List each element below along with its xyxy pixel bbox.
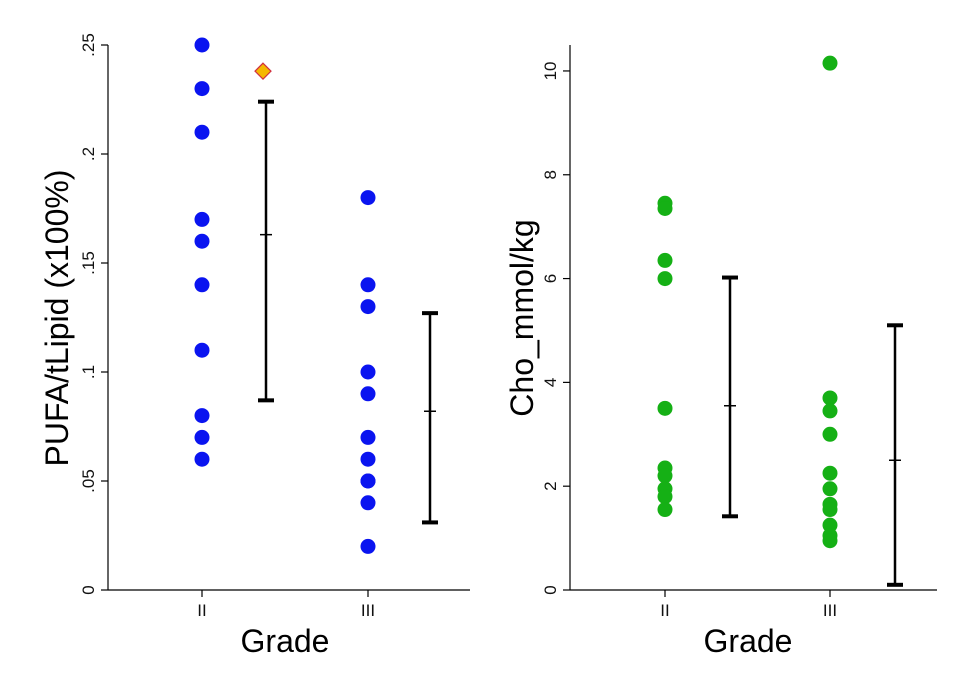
data-point	[657, 271, 673, 287]
data-point	[360, 429, 376, 445]
y-tick-label: 4	[541, 378, 560, 387]
data-point	[360, 277, 376, 293]
x-tick-label: II	[660, 601, 669, 620]
data-point	[822, 502, 838, 518]
y-tick-label: 0	[541, 585, 560, 594]
data-point	[657, 400, 673, 416]
x-tick-label: III	[823, 601, 837, 620]
x-tick-label: III	[361, 601, 375, 620]
y-ticks: 0 .05 .1 .15 .2 .25	[79, 33, 108, 595]
data-point	[360, 451, 376, 467]
data-point	[360, 473, 376, 489]
data-point	[360, 386, 376, 402]
data-point	[360, 538, 376, 554]
x-axis-title: Grade	[241, 623, 330, 659]
data-point	[657, 468, 673, 484]
y-tick-label: 6	[541, 274, 560, 283]
data-point	[822, 403, 838, 419]
y-axis-title: PUFA/tLipid (x100%)	[39, 169, 75, 466]
data-point	[657, 201, 673, 216]
data-point	[360, 495, 376, 511]
data-point	[194, 233, 210, 249]
data-point	[822, 533, 838, 549]
y-ticks: 0 2 4 6 8 10	[541, 61, 570, 595]
data-point	[194, 37, 210, 53]
outlier-point	[254, 62, 272, 81]
data-point	[822, 465, 838, 481]
data-point	[194, 81, 210, 97]
y-tick-label: 10	[541, 61, 560, 80]
y-tick-label: .05	[79, 469, 98, 493]
y-tick-label: .1	[79, 365, 98, 379]
x-axis-title: Grade	[704, 623, 793, 659]
data-point	[194, 211, 210, 227]
data-point	[360, 299, 376, 315]
y-tick-label: 2	[541, 481, 560, 490]
y-tick-label: .15	[79, 251, 98, 275]
y-tick-label: .2	[79, 147, 98, 161]
data-point	[194, 408, 210, 424]
summary-bars	[258, 99, 438, 525]
summary-bars	[722, 275, 903, 587]
y-tick-label: .25	[79, 33, 98, 57]
y-axis-title: Cho_mmol/kg	[504, 219, 540, 416]
data-point	[194, 429, 210, 445]
data-point	[822, 55, 838, 71]
data-point	[822, 390, 838, 406]
data-point	[657, 489, 673, 505]
data-point	[657, 502, 673, 518]
y-tick-label: 0	[79, 585, 98, 594]
data-points	[194, 37, 376, 554]
chart-panel-pufa: PUFA/tLipid (x100%) Grade 0 .05 .1 .15 .2 .25…	[39, 33, 470, 659]
data-point	[657, 252, 673, 268]
data-points	[657, 55, 838, 549]
x-ticks: II III	[660, 590, 837, 620]
data-point	[194, 342, 210, 358]
x-tick-label: II	[197, 601, 206, 620]
data-point	[360, 190, 376, 206]
data-point	[194, 451, 210, 467]
x-ticks: II III	[197, 590, 375, 620]
data-point	[822, 481, 838, 497]
data-point	[360, 364, 376, 380]
data-point	[194, 124, 210, 140]
data-point	[822, 517, 838, 533]
data-point	[194, 277, 210, 293]
y-tick-label: 8	[541, 170, 560, 179]
data-point	[822, 426, 838, 442]
